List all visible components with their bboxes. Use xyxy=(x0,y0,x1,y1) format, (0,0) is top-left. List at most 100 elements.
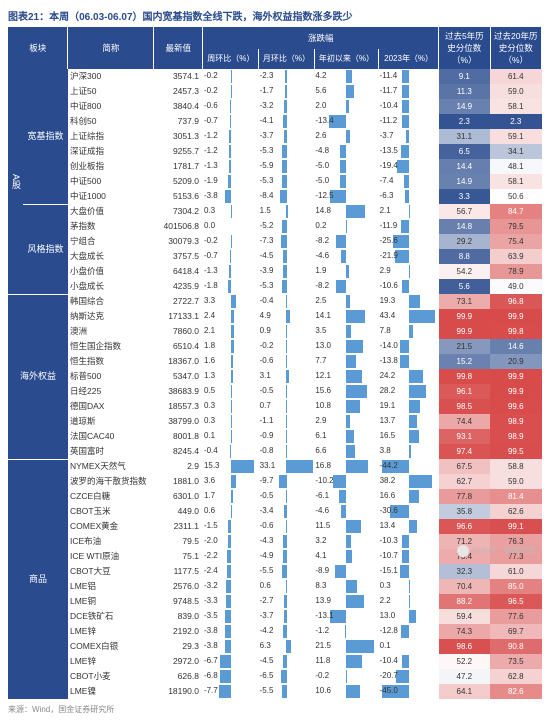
table-row: 澳洲7860.0 2.1 0.9 3.5 7.8 99.999.8 xyxy=(8,324,542,339)
row-name: 中证500 xyxy=(68,174,154,189)
bar-cell: 2.0 xyxy=(314,99,378,114)
row-name: 创业板指 xyxy=(68,159,154,174)
row-name: 英国富时 xyxy=(68,444,154,459)
bar-cell: -45.0 xyxy=(379,684,439,699)
p5-cell: 88.2 xyxy=(439,594,490,609)
row-name: 茅指数 xyxy=(68,219,154,234)
table-row: 深证成指9255.7 -1.2 -5.3 -4.8 -13.5 6.534.1 xyxy=(8,144,542,159)
row-last: 2.9 xyxy=(154,459,203,474)
row-last: 2576.0 xyxy=(154,579,203,594)
bar-cell: -6.3 xyxy=(379,189,439,204)
bar-cell: -0.6 xyxy=(259,354,315,369)
p20-cell: 61.4 xyxy=(490,69,541,84)
p20-cell: 69.7 xyxy=(490,624,541,639)
bar-cell: 0.1 xyxy=(203,429,259,444)
row-last: 2311.1 xyxy=(154,519,203,534)
bar-cell: -6.7 xyxy=(203,654,259,669)
bar-cell: -4.3 xyxy=(259,534,315,549)
bar-cell: -0.2 xyxy=(203,84,259,99)
row-name: NYMEX天然气 xyxy=(68,459,154,474)
bar-cell: -8.2 xyxy=(314,279,378,294)
row-last: 8001.8 xyxy=(154,429,203,444)
row-last: 5153.6 xyxy=(154,189,203,204)
p20-cell: 73.5 xyxy=(490,654,541,669)
bar-cell: 1.9 xyxy=(314,264,378,279)
p5-cell: 6.5 xyxy=(439,144,490,159)
p20-cell: 58.1 xyxy=(490,174,541,189)
bar-cell: -0.8 xyxy=(259,444,315,459)
bar-cell: -0.2 xyxy=(259,339,315,354)
bar-cell: 3.1 xyxy=(259,369,315,384)
col-p20: 过去20年历史分位数（%） xyxy=(490,27,541,69)
p20-cell: 61.0 xyxy=(490,564,541,579)
bar-cell: 33.1 xyxy=(259,459,315,474)
bar-cell: -10.2 xyxy=(314,474,378,489)
bar-cell: -4.1 xyxy=(259,114,315,129)
bar-cell: 11.5 xyxy=(314,519,378,534)
bar-cell: 2.1 xyxy=(203,324,259,339)
bar-cell: -4.5 xyxy=(259,654,315,669)
row-last: 17133.1 xyxy=(154,309,203,324)
bar-cell: -0.4 xyxy=(203,444,259,459)
row-name: 大盘价值 xyxy=(68,204,154,219)
table-row: CZCE白糖6301.0 1.7 -0.5 -6.1 16.6 77.881.4 xyxy=(8,489,542,504)
p20-cell: 34.1 xyxy=(490,144,541,159)
row-last: 30079.3 xyxy=(154,234,203,249)
bar-cell: -0.6 xyxy=(259,519,315,534)
p20-cell: 58.1 xyxy=(490,99,541,114)
row-last: 401506.8 xyxy=(154,219,203,234)
row-last: 2192.0 xyxy=(154,624,203,639)
p5-cell: 96.6 xyxy=(439,519,490,534)
bar-cell: -3.8 xyxy=(203,189,259,204)
table-row: LME镍18190.0 -7.7 -5.5 10.6 -45.0 64.182.… xyxy=(8,684,542,699)
p5-cell: 93.1 xyxy=(439,429,490,444)
row-last: 6510.4 xyxy=(154,339,203,354)
p20-cell: 63.9 xyxy=(490,249,541,264)
row-last: 3757.5 xyxy=(154,249,203,264)
bar-cell: -3.7 xyxy=(379,129,439,144)
bar-cell: -44.2 xyxy=(379,459,439,474)
bar-cell: 2.9 xyxy=(314,414,378,429)
bar-cell: 14.8 xyxy=(314,204,378,219)
table-row: 小盘价值6418.4 -1.3 -3.9 1.9 2.9 54.278.9 xyxy=(8,264,542,279)
row-last: 6301.0 xyxy=(154,489,203,504)
bar-cell: -25.6 xyxy=(379,234,439,249)
bar-cell: -3.4 xyxy=(259,504,315,519)
row-last: 3051.3 xyxy=(154,129,203,144)
p20-cell: 50.6 xyxy=(490,189,541,204)
bar-cell: 1.6 xyxy=(203,354,259,369)
bar-cell: -7.3 xyxy=(259,234,315,249)
row-last: 449.0 xyxy=(154,504,203,519)
table-row: 法国CAC408001.8 0.1 -0.9 6.1 16.5 93.198.9 xyxy=(8,429,542,444)
row-last: 5347.0 xyxy=(154,369,203,384)
row-name: 宁组合 xyxy=(68,234,154,249)
bar-cell: -3.7 xyxy=(259,129,315,144)
table-row: LME锌2192.0 -3.8 -4.2 -1.2 -12.8 74.369.7 xyxy=(8,624,542,639)
table-row: 标普5005347.0 1.3 3.1 12.1 24.2 99.899.9 xyxy=(8,369,542,384)
bar-cell: -4.6 xyxy=(314,504,378,519)
bar-cell: -0.9 xyxy=(259,429,315,444)
table-row: CBOT玉米449.0 0.6 -3.4 -4.6 -30.6 35.862.6 xyxy=(8,504,542,519)
p20-cell: 98.9 xyxy=(490,429,541,444)
bar-cell: 2.1 xyxy=(379,204,439,219)
row-name: 恒生指数 xyxy=(68,354,154,369)
p20-cell: 79.5 xyxy=(490,219,541,234)
table-row: LME铜9748.5 -3.3 -2.7 13.9 2.2 88.296.5 xyxy=(8,594,542,609)
bar-cell: -12.8 xyxy=(379,624,439,639)
row-last: 7860.0 xyxy=(154,324,203,339)
bar-cell: 13.4 xyxy=(379,519,439,534)
bar-cell: -0.5 xyxy=(259,384,315,399)
bar-cell: -3.8 xyxy=(203,639,259,654)
bar-cell: -9.7 xyxy=(259,474,315,489)
bar-cell: -2.0 xyxy=(203,534,259,549)
row-name: 澳洲 xyxy=(68,324,154,339)
bar-cell: 0.5 xyxy=(203,384,259,399)
source-note: 来源：Wind，国金证券研究所 xyxy=(8,704,542,715)
p20-cell: 99.9 xyxy=(490,309,541,324)
bar-cell: 1.7 xyxy=(203,489,259,504)
row-last: 9255.7 xyxy=(154,144,203,159)
row-last: 18557.3 xyxy=(154,399,203,414)
p5-cell: 2.3 xyxy=(439,114,490,129)
p5-cell: 96.1 xyxy=(439,384,490,399)
bar-cell: -3.2 xyxy=(203,579,259,594)
